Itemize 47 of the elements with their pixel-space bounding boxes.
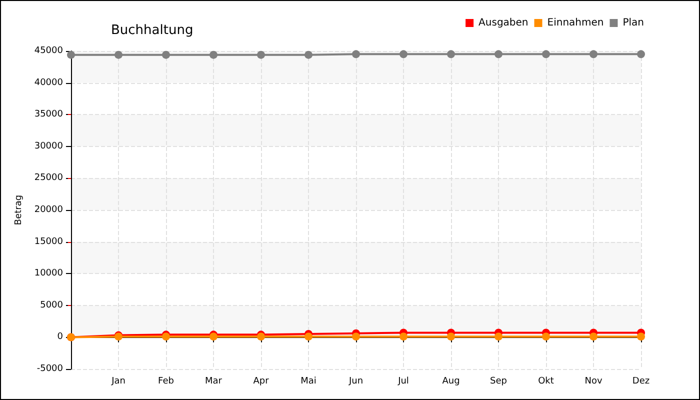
y-tick-label: 15000 (34, 236, 64, 247)
point (542, 50, 550, 58)
legend-label: Einnahmen (547, 18, 604, 28)
x-tick-label: Aug (442, 376, 460, 386)
point (210, 50, 218, 59)
chart-title: Buchhaltung (111, 23, 194, 38)
point (447, 50, 455, 58)
legend-label: Ausgaben (478, 18, 528, 28)
x-tick-label: Dez (632, 376, 650, 386)
x-tick-label: Jun (348, 376, 364, 386)
x-tick-label: Sep (490, 376, 508, 386)
point (400, 332, 408, 341)
point (400, 50, 408, 58)
x-tick-label: Mar (205, 376, 222, 386)
point (162, 50, 170, 59)
y-tick-label: -5000 (36, 364, 64, 374)
y-tick-label: 0 (57, 332, 64, 342)
y-tick-label: 45000 (34, 46, 64, 56)
y-tick-label: 5000 (40, 300, 64, 310)
y-tick-label: 40000 (34, 78, 64, 88)
point (494, 332, 502, 341)
y-tick-label: 30000 (34, 141, 64, 152)
point (637, 50, 645, 58)
y-tick-label: 10000 (34, 268, 64, 279)
y-tick-label: 20000 (34, 205, 64, 215)
point (590, 50, 598, 58)
point (114, 50, 122, 59)
point (352, 50, 360, 58)
x-tick-label: Mai (300, 376, 316, 386)
point (257, 50, 265, 59)
point (352, 332, 360, 341)
y-tick-label: 25000 (34, 173, 64, 184)
point (590, 332, 598, 341)
point (494, 50, 502, 58)
x-tick-label: Feb (158, 376, 174, 386)
x-tick-label: Apr (253, 376, 270, 386)
point (304, 332, 312, 341)
legend-label: Plan (622, 18, 644, 28)
y-axis-title: Betrag (14, 194, 24, 226)
point (304, 50, 312, 59)
x-tick-label: Okt (538, 376, 554, 386)
x-tick-label: Nov (584, 376, 603, 386)
point (542, 332, 550, 341)
y-tick-label: 35000 (34, 110, 64, 120)
x-tick-label: Jan (110, 376, 126, 386)
point (447, 332, 455, 341)
x-tick-label: Jul (397, 376, 409, 386)
